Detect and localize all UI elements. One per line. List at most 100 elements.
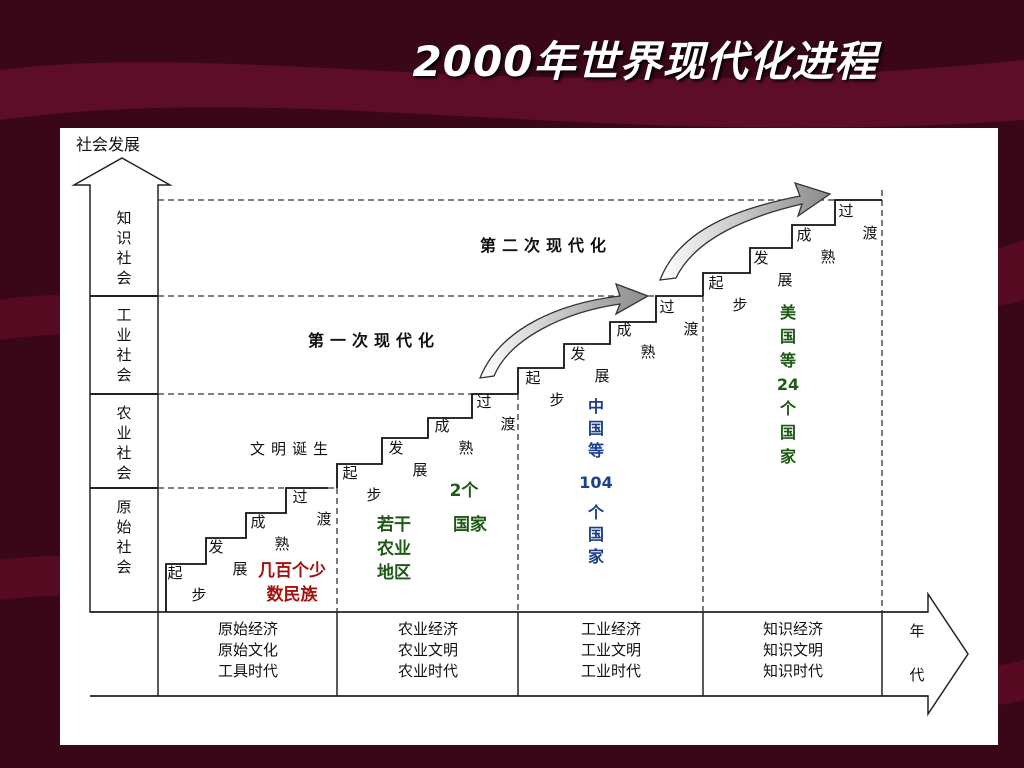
staircase-knowledge — [702, 199, 882, 296]
stage-label-mature: 成 — [250, 513, 265, 531]
level-label-knowledge: 会 — [116, 269, 131, 287]
level-label-agricultural: 社 — [116, 444, 131, 462]
level-label-agricultural: 农 — [116, 404, 131, 422]
group-label-knowledge: 个 — [779, 399, 797, 418]
stage-label-transition: 渡 — [862, 224, 877, 242]
stage-label-start: 步 — [549, 391, 564, 409]
stage-label-mature: 熟 — [274, 535, 289, 553]
stage-label-develop: 展 — [412, 461, 427, 479]
stage-label-transition: 过 — [838, 202, 853, 220]
staircase-primitive — [165, 487, 328, 612]
y-axis-label: 社会发展 — [76, 135, 140, 154]
era-label-agricultural: 农业时代 — [398, 662, 458, 680]
stage-label-develop: 发 — [570, 345, 585, 363]
first-modernization-arrow-icon — [478, 282, 650, 379]
stage-label-mature: 成 — [796, 226, 811, 244]
stage-label-transition: 渡 — [500, 415, 515, 433]
group-label-agricultural-b: 国家 — [453, 514, 487, 535]
stage-label-mature: 熟 — [458, 439, 473, 457]
group-label-industrial: 国 — [588, 419, 604, 438]
level-label-primitive: 始 — [116, 518, 131, 536]
group-label-knowledge: 美 — [780, 303, 797, 322]
era-label-knowledge: 知识时代 — [763, 662, 823, 680]
group-label-knowledge: 家 — [780, 447, 797, 466]
y-axis-arrow-icon — [71, 157, 173, 613]
group-label-knowledge: 国 — [780, 423, 796, 442]
stage-label-develop: 发 — [388, 439, 403, 457]
era-label-primitive: 工具时代 — [218, 662, 278, 680]
staircase-agricultural — [336, 393, 518, 488]
era-label-industrial: 工业经济 — [581, 620, 641, 638]
stage-label-transition: 过 — [292, 488, 307, 506]
stage-label-develop: 发 — [208, 538, 223, 556]
stage-label-transition: 过 — [659, 298, 674, 316]
level-label-industrial: 业 — [116, 326, 131, 344]
x-axis-label: 代 — [909, 666, 924, 684]
group-label-primitive: 几百个少 — [258, 560, 326, 581]
stage-label-mature: 成 — [616, 321, 631, 339]
level-label-agricultural: 会 — [116, 464, 131, 482]
stage-label-develop: 展 — [594, 367, 609, 385]
era-label-industrial: 工业文明 — [581, 641, 641, 659]
first-modernization-label: 第一次现代化 — [308, 331, 440, 350]
group-label-agricultural: 地区 — [377, 562, 411, 583]
stage-label-develop: 发 — [753, 249, 768, 267]
second-modernization-arrow-icon — [659, 181, 832, 281]
stage-label-start: 起 — [525, 369, 540, 387]
era-label-primitive: 原始经济 — [218, 620, 278, 638]
stage-label-start: 起 — [167, 564, 182, 582]
level-label-primitive: 会 — [116, 558, 131, 576]
group-label-primitive: 数民族 — [267, 584, 319, 605]
stage-label-develop: 展 — [777, 271, 792, 289]
group-label-industrial: 国 — [588, 525, 604, 544]
stage-label-start: 步 — [732, 296, 747, 314]
civilization-birth-label: 文明诞生 — [250, 440, 334, 458]
level-label-knowledge: 识 — [116, 229, 131, 247]
stage-label-mature: 成 — [434, 417, 449, 435]
diagram-panel: 社会发展 知识社会工业社会农业社会原始社会 原始经济 原始文化 工具时代 农业经济 农业… — [60, 128, 998, 745]
level-label-knowledge: 社 — [116, 249, 131, 267]
staircase-industrial — [517, 295, 703, 394]
stage-label-transition: 渡 — [683, 320, 698, 338]
group-label-industrial: 等 — [587, 441, 604, 460]
level-label-industrial: 会 — [116, 366, 131, 384]
era-label-knowledge: 知识文明 — [763, 641, 823, 659]
group-label-knowledge: 24 — [777, 375, 799, 394]
group-label-agricultural: 农业 — [376, 538, 411, 559]
stage-label-mature: 熟 — [820, 248, 835, 266]
group-label-knowledge: 国 — [780, 327, 796, 346]
level-label-industrial: 工 — [116, 306, 131, 324]
group-label-agricultural-b: 2个 — [450, 480, 480, 501]
level-label-primitive: 原 — [116, 498, 131, 516]
era-label-agricultural: 农业经济 — [398, 620, 458, 638]
level-label-industrial: 社 — [116, 346, 131, 364]
stage-label-transition: 渡 — [316, 510, 331, 528]
group-label-industrial: 家 — [588, 547, 605, 566]
level-label-agricultural: 业 — [116, 424, 131, 442]
level-label-knowledge: 知 — [116, 209, 131, 227]
second-modernization-label: 第二次现代化 — [480, 236, 612, 255]
level-label-primitive: 社 — [116, 538, 131, 556]
stage-label-start: 起 — [708, 274, 723, 292]
era-label-agricultural: 农业文明 — [398, 641, 458, 659]
x-axis-label: 年 — [909, 622, 924, 640]
stage-label-start: 起 — [342, 464, 357, 482]
x-axis-labels: 年代 — [909, 622, 924, 684]
slide-title: 2000年世界现代化进程 — [412, 37, 878, 86]
group-label-industrial: 个 — [587, 503, 605, 522]
group-label-knowledge: 等 — [779, 351, 796, 370]
group-label-agricultural: 若干 — [376, 514, 411, 535]
group-label-industrial: 中 — [588, 397, 604, 416]
group-label-industrial: 104 — [579, 473, 612, 492]
era-label-industrial: 工业时代 — [581, 662, 641, 680]
stage-label-transition: 过 — [476, 393, 491, 411]
stage-label-develop: 展 — [232, 560, 247, 578]
stage-label-start: 步 — [366, 486, 381, 504]
stage-label-mature: 熟 — [640, 343, 655, 361]
era-label-knowledge: 知识经济 — [763, 620, 823, 638]
